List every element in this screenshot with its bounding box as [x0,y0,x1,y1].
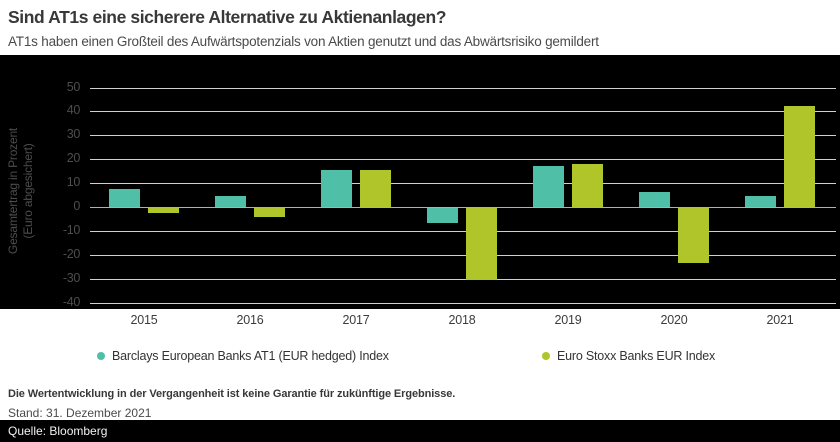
chart-plot-area: Gesamtertrag in Prozent (Euro abgesicher… [0,55,840,309]
y-tick-label--10: -10 [62,223,80,237]
legend-item-2: Euro Stoxx Banks EUR Index [542,348,715,364]
bar-2021-series2 [784,106,815,207]
y-axis-label-line1: Gesamtertrag in Prozent [6,127,20,255]
bar-2020-series1 [639,192,670,207]
gridline-40 [90,111,836,112]
bar-2020-series2 [678,208,709,263]
y-axis-label-line2: (Euro abgesichert) [21,143,35,239]
x-tick-label-2018: 2018 [448,313,476,327]
bar-2018-series2 [466,208,497,280]
gridline--10 [90,231,836,232]
gridline-0 [90,207,836,208]
x-tick-label-2021: 2021 [766,313,794,327]
gridline-10 [90,183,836,184]
legend-dot-icon [542,352,550,360]
y-tick-label-50: 50 [66,80,81,94]
x-tick-label-2015: 2015 [130,313,158,327]
y-tick-label-0: 0 [73,199,80,213]
legend-label: Euro Stoxx Banks EUR Index [557,349,716,363]
bar-2016-series2 [254,208,285,217]
legend: Barclays European Banks AT1 (EUR hedged)… [0,348,840,364]
as-of-date: Stand: 31. Dezember 2021 [8,406,152,420]
source-text: Quelle: Bloomberg [8,424,108,438]
bar-2018-series1 [427,208,458,223]
bar-2019-series2 [572,164,603,207]
y-tick-label--20: -20 [62,247,80,261]
source-strip: Quelle: Bloomberg [0,420,840,442]
y-tick-label--30: -30 [62,271,80,285]
legend-item-1: Barclays European Banks AT1 (EUR hedged)… [97,348,389,364]
y-tick-label-40: 40 [66,103,81,117]
gridline--30 [90,279,836,280]
bar-2017-series2 [360,170,391,207]
bar-2015-series1 [109,189,140,207]
bar-2017-series1 [321,170,352,207]
x-tick-label-2016: 2016 [236,313,264,327]
legend-dot-icon [97,352,105,360]
x-axis-tick-labels: 2015 2016 2017 2018 2019 2020 2021 [0,313,840,329]
y-tick-label-10: 10 [66,175,81,189]
gridline-50 [90,88,836,89]
page-subtitle: AT1s haben einen Großteil des Aufwärtspo… [8,34,599,49]
x-tick-label-2019: 2019 [554,313,582,327]
y-axis-label: Gesamtertrag in Prozent (Euro abgesicher… [6,106,40,276]
gridline--20 [90,255,836,256]
gridline-30 [90,135,836,136]
x-tick-label-2017: 2017 [342,313,370,327]
y-tick-label--40: -40 [62,295,80,309]
y-tick-label-20: 20 [66,151,81,165]
disclaimer-text: Die Wertentwicklung in der Vergangenheit… [8,388,456,400]
gridline--40 [90,303,836,304]
gridline-20 [90,159,836,160]
bar-2021-series1 [745,196,776,207]
bar-2015-series2 [148,208,179,213]
y-tick-label-30: 30 [66,127,81,141]
page-title: Sind AT1s eine sicherere Alternative zu … [8,7,447,27]
x-tick-label-2020: 2020 [660,313,688,327]
bar-2016-series1 [215,196,246,207]
bar-2019-series1 [533,166,564,207]
legend-label: Barclays European Banks AT1 (EUR hedged)… [112,349,389,363]
